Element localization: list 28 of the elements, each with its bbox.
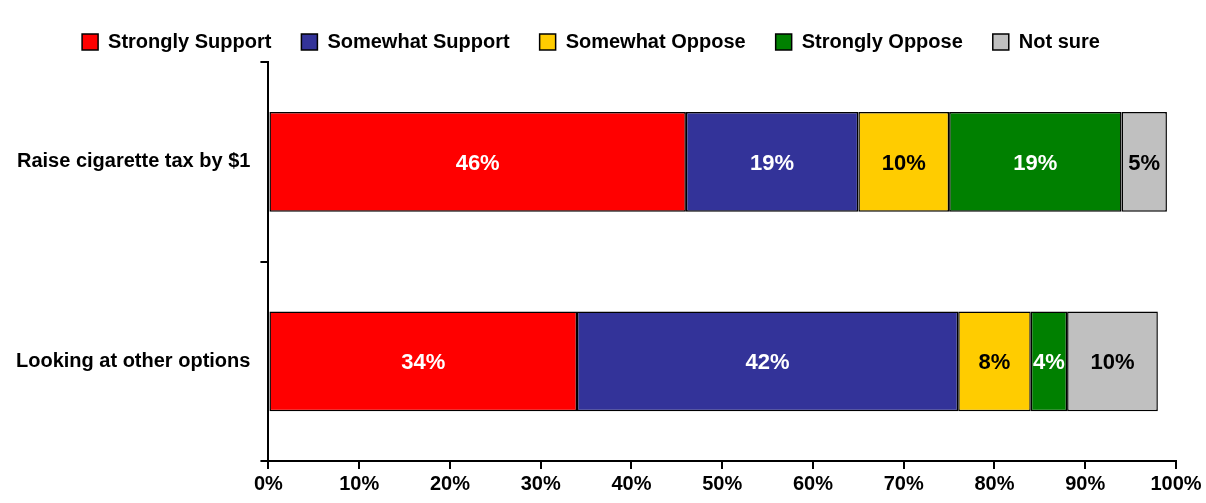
y-tick-label: Looking at other options — [15, 348, 251, 371]
data-label: 5% — [1128, 149, 1161, 175]
data-label: 46% — [455, 149, 500, 175]
x-tick-label: 20% — [429, 471, 471, 494]
x-tick-label: 60% — [792, 471, 834, 494]
data-label: 10% — [881, 149, 926, 175]
x-tick-label: 90% — [1065, 471, 1106, 494]
x-tick-label: 40% — [611, 471, 652, 494]
x-tick-label: 100% — [1150, 471, 1202, 494]
x-tick-label: 70% — [883, 471, 924, 494]
legend-label: Strongly Oppose — [801, 29, 963, 52]
y-tick-label: Raise cigarette tax by $1 — [16, 149, 251, 172]
data-label: 42% — [745, 349, 790, 375]
legend-label: Somewhat Support — [327, 29, 510, 52]
x-tick-label: 10% — [339, 471, 380, 494]
data-label: 4% — [1033, 349, 1065, 375]
x-tick-label: 80% — [974, 471, 1015, 494]
legend-label: Not sure — [1018, 29, 1100, 52]
x-tick-label: 30% — [520, 471, 561, 494]
legend-label: Strongly Support — [108, 29, 272, 52]
x-tick-label: 50% — [702, 471, 743, 494]
data-label: 34% — [401, 349, 446, 375]
x-tick-label: 0% — [253, 471, 284, 494]
data-label: 19% — [1013, 149, 1058, 175]
legend-label: Somewhat Oppose — [565, 29, 746, 52]
data-label: 8% — [978, 349, 1011, 375]
data-label: 10% — [1090, 349, 1135, 375]
data-label: 19% — [750, 149, 795, 175]
